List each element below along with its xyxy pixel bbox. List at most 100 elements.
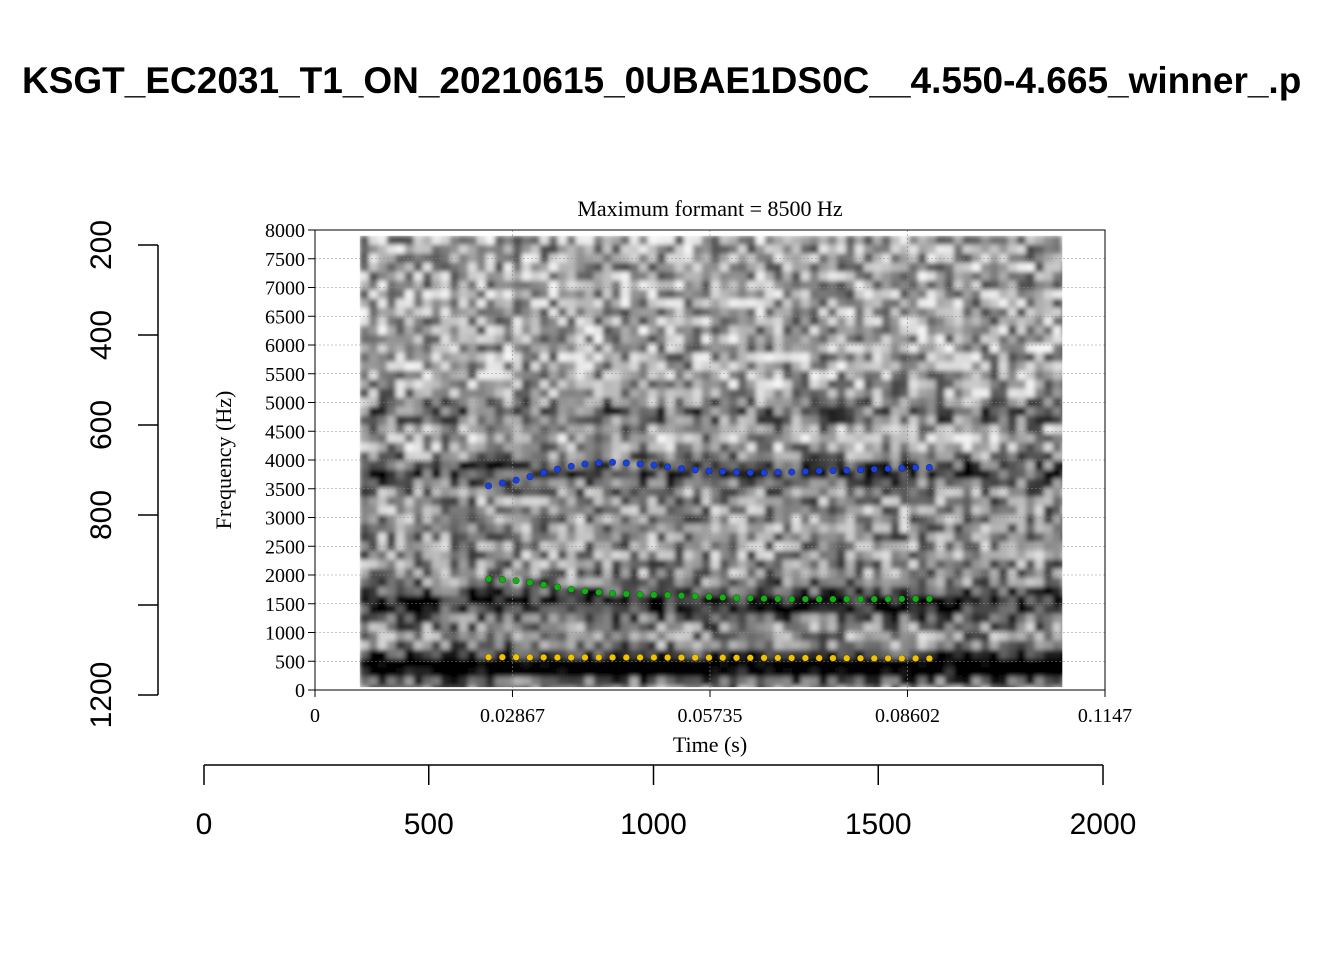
- x-tick-label: 0.1147: [1078, 705, 1132, 727]
- f1-point: [595, 653, 603, 662]
- f1-point: [691, 654, 699, 662]
- f3-point: [691, 466, 699, 474]
- f2-point: [677, 592, 686, 600]
- f2-point: [829, 595, 837, 603]
- f1-point: [622, 653, 630, 662]
- f3-point: [650, 461, 658, 469]
- f3-point: [567, 462, 575, 470]
- series-f1: [484, 653, 933, 663]
- f2-point: [801, 595, 809, 603]
- inner-y-ticks: 0 500 1000 1500 2000 2500 3000 3500 4000 4500 5000…: [265, 220, 315, 702]
- f2-point: [512, 577, 520, 585]
- y-tick-label: 5500: [265, 364, 305, 386]
- series-f3: [484, 458, 933, 490]
- x-tick-label: 0.02867: [480, 705, 545, 727]
- f2-point: [719, 593, 727, 602]
- inner-x-ticks: 0 0.02867 0.05735 0.08602 0.1147: [310, 690, 1132, 727]
- f1-point: [856, 654, 865, 662]
- outer-y-axis: 200 400 600 800 1200: [85, 220, 159, 729]
- f3-point: [498, 479, 506, 487]
- f1-point: [540, 653, 548, 661]
- f2-point: [553, 583, 562, 591]
- f1-point: [636, 653, 644, 662]
- f2-point: [650, 591, 658, 599]
- y-tick-label: 6500: [265, 306, 305, 328]
- outer-x-tick-label: 2000: [1070, 808, 1137, 841]
- f3-point: [484, 482, 493, 490]
- y-tick-label: 500: [275, 651, 305, 673]
- f1-point: [498, 653, 506, 661]
- f1-point: [567, 653, 575, 662]
- outer-y-tick-label: 600: [85, 400, 118, 450]
- f3-point: [856, 466, 865, 474]
- f1-point: [484, 653, 493, 661]
- f3-point: [870, 465, 878, 473]
- formant-points: [484, 458, 933, 663]
- outer-x-axis: 0 500 1000 1500 2000: [196, 764, 1137, 841]
- f2-point: [567, 585, 575, 593]
- outer-y-tick-label: 400: [85, 310, 118, 360]
- f1-point: [925, 654, 933, 663]
- f3-point: [540, 469, 548, 477]
- y-tick-label: 4000: [265, 450, 305, 472]
- f1-point: [677, 653, 686, 662]
- f1-point: [843, 654, 851, 662]
- f3-point: [705, 467, 713, 475]
- y-tick-label: 1500: [265, 594, 305, 616]
- f3-point: [636, 460, 644, 468]
- y-tick-label: 2000: [265, 565, 305, 587]
- outer-x-tick-label: 1000: [620, 808, 687, 841]
- f1-point: [815, 654, 823, 662]
- f1-point: [898, 654, 906, 662]
- f2-point: [843, 595, 851, 603]
- f1-point: [760, 654, 768, 662]
- f1-point: [526, 653, 534, 661]
- y-tick-label: 1000: [265, 623, 305, 645]
- f3-point: [788, 468, 796, 476]
- f2-point: [608, 589, 617, 598]
- y-tick-label: 0: [295, 680, 305, 702]
- f2-point: [664, 591, 672, 599]
- outer-y-tick-label: 1200: [85, 662, 118, 729]
- outer-y-tick-label: 200: [85, 220, 118, 270]
- f1-point: [664, 653, 672, 662]
- f2-point: [884, 595, 892, 603]
- f3-point: [608, 458, 617, 466]
- f2-point: [774, 595, 782, 603]
- f1-point: [705, 654, 713, 662]
- x-tick-label: 0.08602: [875, 705, 940, 727]
- f3-point: [898, 464, 906, 472]
- outer-axes: 200 400 600 800 1200 0 500 1000 1500 2000: [85, 220, 1136, 841]
- f3-point: [746, 469, 754, 477]
- y-tick-label: 3500: [265, 479, 305, 501]
- x-tick-label: 0: [310, 705, 320, 727]
- f2-point: [732, 594, 741, 602]
- page-title: KSGT_EC2031_T1_ON_20210615_0UBAE1DS0C__4…: [22, 60, 1301, 101]
- series-f2: [484, 575, 933, 603]
- f3-point: [801, 467, 809, 476]
- outer-x-tick-label: 500: [404, 808, 454, 841]
- f2-point: [760, 594, 768, 603]
- f3-point: [719, 467, 727, 476]
- f2-point: [911, 595, 920, 603]
- f3-point: [581, 460, 589, 468]
- f1-point: [732, 654, 741, 662]
- f3-point: [677, 465, 686, 473]
- f2-point: [691, 592, 699, 600]
- f1-point: [512, 653, 520, 661]
- f3-point: [829, 467, 837, 475]
- y-axis-label: Frequency (Hz): [211, 391, 236, 530]
- x-axis-label: Time (s): [673, 732, 747, 757]
- f3-point: [595, 459, 603, 467]
- y-tick-label: 7500: [265, 249, 305, 271]
- y-tick-label: 8000: [265, 220, 305, 242]
- f3-point: [774, 468, 782, 476]
- f2-point: [581, 587, 589, 595]
- outer-x-tick-label: 1500: [845, 808, 912, 841]
- f2-point: [622, 590, 630, 598]
- f1-point: [553, 653, 562, 662]
- y-tick-label: 6000: [265, 335, 305, 357]
- f2-point: [636, 590, 644, 599]
- f2-point: [815, 595, 823, 603]
